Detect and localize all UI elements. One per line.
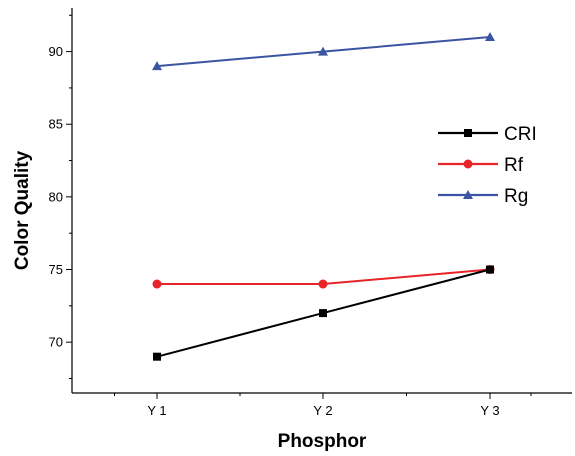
- data-point-rg: [485, 32, 495, 42]
- legend-item-cri: CRI: [438, 124, 537, 145]
- x-axis-title: Phosphor: [278, 431, 367, 452]
- data-point-rf: [318, 279, 328, 289]
- legend-marker: [463, 190, 473, 199]
- y-tick-label: 70: [49, 335, 63, 350]
- y-tick-label: 85: [49, 117, 63, 132]
- data-point-cri: [486, 265, 494, 274]
- x-tick-label: Y 3: [480, 403, 499, 418]
- series-cri: [153, 265, 494, 361]
- y-axis-title: Color Quality: [12, 150, 33, 270]
- data-point-rg: [318, 46, 328, 56]
- y-tick-label: 90: [49, 44, 63, 59]
- legend-label: Rf: [504, 155, 524, 176]
- series-rf: [152, 265, 495, 289]
- y-tick-label: 80: [49, 189, 63, 204]
- x-tick-label: Y 1: [147, 403, 166, 418]
- x-tick-label: Y 2: [313, 403, 332, 418]
- series-layer: [152, 32, 495, 361]
- legend-item-rf: Rf: [438, 155, 524, 176]
- series-rg: [152, 32, 495, 71]
- data-point-rg: [152, 61, 162, 71]
- legend-label: Rg: [504, 186, 528, 207]
- legend-label: CRI: [504, 124, 537, 145]
- data-point-cri: [319, 309, 327, 318]
- y-tick-label: 75: [49, 262, 63, 277]
- data-point-cri: [153, 352, 161, 361]
- legend-marker: [463, 159, 473, 169]
- axes: 70 75 80 85 90 Y 1 Y 2 Y 3: [49, 8, 572, 418]
- legend-item-rg: Rg: [438, 186, 528, 207]
- legend: CRI Rf Rg: [438, 124, 537, 207]
- legend-marker: [464, 129, 472, 137]
- data-point-rf: [152, 279, 162, 289]
